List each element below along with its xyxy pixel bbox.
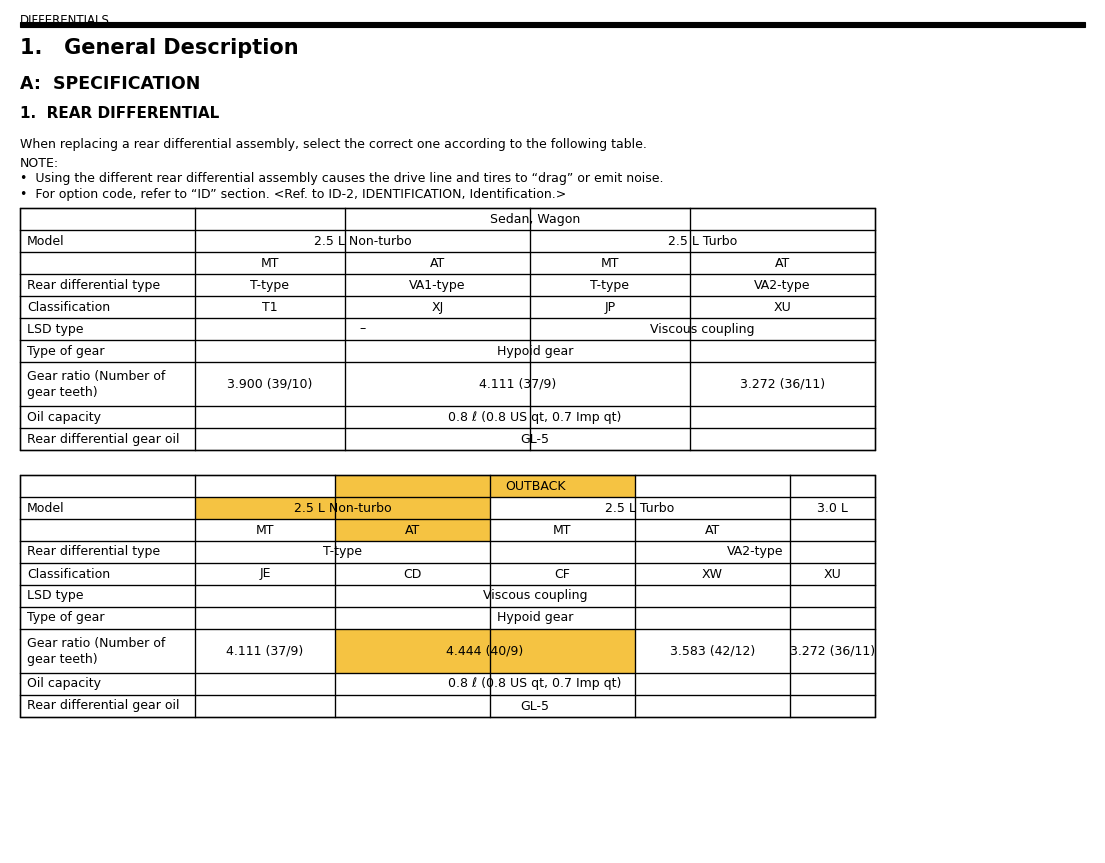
Text: MT: MT	[601, 256, 619, 269]
Text: 3.583 (42/12): 3.583 (42/12)	[670, 645, 755, 658]
Text: Gear ratio (Number of: Gear ratio (Number of	[27, 369, 166, 382]
Text: 1.  REAR DIFFERENTIAL: 1. REAR DIFFERENTIAL	[20, 106, 219, 121]
Text: 3.900 (39/10): 3.900 (39/10)	[228, 377, 313, 390]
Text: 0.8 ℓ (0.8 US qt, 0.7 Imp qt): 0.8 ℓ (0.8 US qt, 0.7 Imp qt)	[449, 411, 622, 424]
Text: Model: Model	[27, 235, 64, 248]
Text: MT: MT	[261, 256, 280, 269]
Text: XU: XU	[823, 568, 841, 581]
Text: T-type: T-type	[590, 279, 630, 292]
Text: 2.5 L Turbo: 2.5 L Turbo	[667, 235, 737, 248]
Text: DIFFERENTIALS: DIFFERENTIALS	[20, 14, 109, 27]
Text: •  For option code, refer to “ID” section. <Ref. to ID-2, IDENTIFICATION, Identi: • For option code, refer to “ID” section…	[20, 188, 566, 201]
Text: 2.5 L Non-turbo: 2.5 L Non-turbo	[314, 235, 411, 248]
Text: gear teeth): gear teeth)	[27, 387, 97, 400]
Bar	[20, 475, 875, 717]
Text: 3.272 (36/11): 3.272 (36/11)	[790, 645, 875, 658]
Text: VA2-type: VA2-type	[755, 279, 811, 292]
Text: GL-5: GL-5	[520, 432, 549, 445]
Bar	[194, 497, 490, 519]
Text: AT: AT	[775, 256, 790, 269]
Text: Viscous coupling: Viscous coupling	[650, 323, 755, 336]
Text: T-type: T-type	[323, 545, 362, 558]
Text: Rear differential gear oil: Rear differential gear oil	[27, 700, 179, 713]
Text: 2.5 L Non-turbo: 2.5 L Non-turbo	[294, 501, 391, 514]
Text: gear teeth): gear teeth)	[27, 653, 97, 666]
Text: LSD type: LSD type	[27, 323, 84, 336]
Text: Sedan, Wagon: Sedan, Wagon	[490, 212, 580, 225]
Text: A:  SPECIFICATION: A: SPECIFICATION	[20, 75, 200, 93]
Text: AT: AT	[430, 256, 445, 269]
Text: GL-5: GL-5	[520, 700, 549, 713]
Text: 3.0 L: 3.0 L	[817, 501, 848, 514]
Text: Rear differential gear oil: Rear differential gear oil	[27, 432, 179, 445]
Text: CD: CD	[403, 568, 422, 581]
Bar	[20, 475, 875, 717]
Text: Classification: Classification	[27, 568, 111, 581]
Bar	[20, 208, 875, 450]
Text: AT: AT	[705, 524, 720, 537]
Text: LSD type: LSD type	[27, 589, 84, 602]
Bar	[335, 519, 490, 541]
Text: MT: MT	[554, 524, 571, 537]
Text: XW: XW	[702, 568, 723, 581]
Text: Hypoid gear: Hypoid gear	[497, 344, 573, 357]
Text: Viscous coupling: Viscous coupling	[483, 589, 587, 602]
Bar	[20, 22, 1085, 27]
Text: OUTBACK: OUTBACK	[505, 480, 566, 493]
Text: XJ: XJ	[431, 300, 443, 313]
Text: Type of gear: Type of gear	[27, 344, 105, 357]
Text: 1.   General Description: 1. General Description	[20, 38, 298, 58]
Text: VA2-type: VA2-type	[727, 545, 783, 558]
Text: Hypoid gear: Hypoid gear	[497, 612, 573, 625]
Text: Rear differential type: Rear differential type	[27, 279, 160, 292]
Bar	[335, 629, 635, 673]
Text: 0.8 ℓ (0.8 US qt, 0.7 Imp qt): 0.8 ℓ (0.8 US qt, 0.7 Imp qt)	[449, 677, 622, 690]
Text: Gear ratio (Number of: Gear ratio (Number of	[27, 637, 166, 650]
Text: T1: T1	[262, 300, 277, 313]
Text: JE: JE	[260, 568, 271, 581]
Text: •  Using the different rear differential assembly causes the drive line and tire: • Using the different rear differential …	[20, 172, 663, 185]
Text: 3.272 (36/11): 3.272 (36/11)	[740, 377, 825, 390]
Text: 4.111 (37/9): 4.111 (37/9)	[227, 645, 304, 658]
Text: AT: AT	[404, 524, 420, 537]
Text: VA1-type: VA1-type	[409, 279, 465, 292]
Text: Type of gear: Type of gear	[27, 612, 105, 625]
Text: 4.111 (37/9): 4.111 (37/9)	[478, 377, 556, 390]
Text: Rear differential type: Rear differential type	[27, 545, 160, 558]
Text: Oil capacity: Oil capacity	[27, 677, 101, 690]
Bar	[335, 475, 635, 497]
Text: JP: JP	[604, 300, 615, 313]
Text: Model: Model	[27, 501, 64, 514]
Text: Classification: Classification	[27, 300, 111, 313]
Text: MT: MT	[255, 524, 274, 537]
Text: 4.444 (40/9): 4.444 (40/9)	[446, 645, 524, 658]
Bar	[20, 208, 875, 450]
Text: XU: XU	[774, 300, 791, 313]
Text: T-type: T-type	[251, 279, 290, 292]
Text: NOTE:: NOTE:	[20, 157, 60, 170]
Text: When replacing a rear differential assembly, select the correct one according to: When replacing a rear differential assem…	[20, 138, 646, 151]
Text: Oil capacity: Oil capacity	[27, 411, 101, 424]
Text: –: –	[359, 323, 366, 336]
Text: 2.5 L Turbo: 2.5 L Turbo	[606, 501, 675, 514]
Text: CF: CF	[555, 568, 570, 581]
